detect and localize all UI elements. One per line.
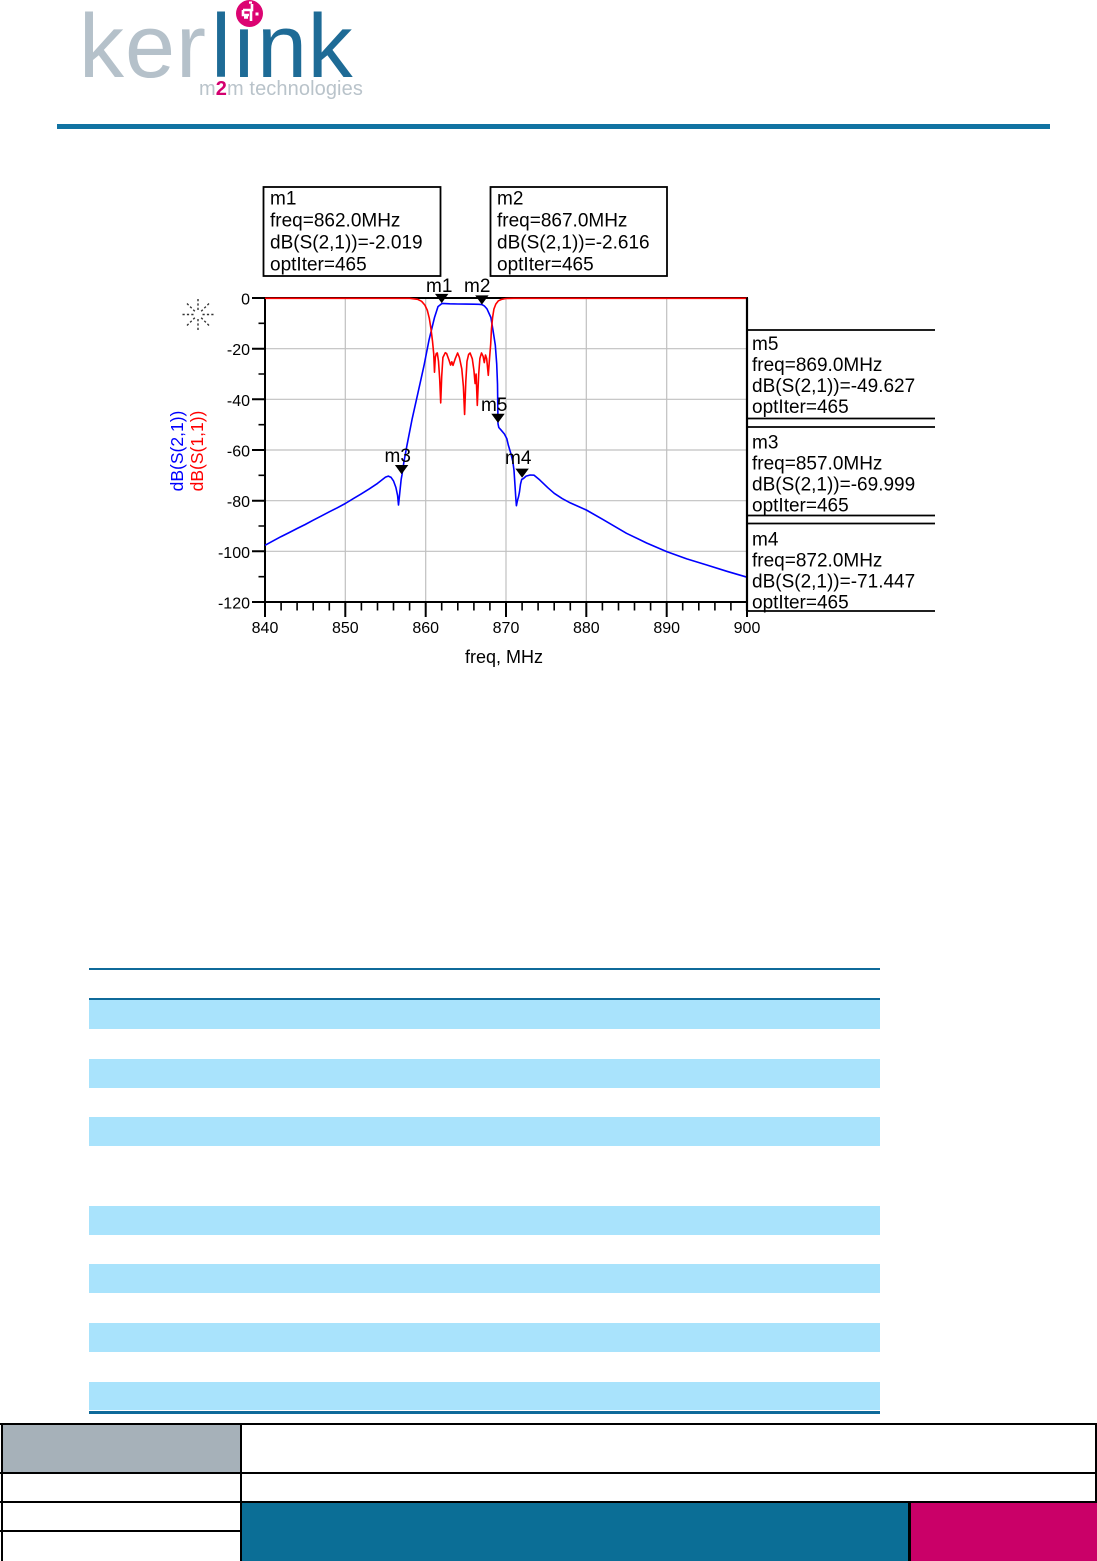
svg-text:dB(S(2,1)): dB(S(2,1)) — [167, 411, 187, 492]
svg-text:optIter=465: optIter=465 — [752, 496, 849, 517]
svg-text:m4: m4 — [505, 448, 532, 469]
svg-text:optIter=465: optIter=465 — [752, 397, 849, 418]
svg-text:dB(S(2,1))=-71.447: dB(S(2,1))=-71.447 — [752, 572, 915, 593]
svg-text:m1: m1 — [270, 188, 296, 209]
svg-text:-80: -80 — [227, 494, 250, 511]
svg-text:-100: -100 — [218, 545, 250, 562]
svg-text:dB(S(2,1))=-2.019: dB(S(2,1))=-2.019 — [270, 232, 423, 253]
svg-text:890: 890 — [653, 620, 680, 637]
svg-text:freq, MHz: freq, MHz — [465, 647, 543, 667]
svg-text:optIter=465: optIter=465 — [752, 593, 849, 614]
svg-text:m3: m3 — [752, 433, 778, 454]
svg-text:dB(S(2,1))=-69.999: dB(S(2,1))=-69.999 — [752, 475, 915, 496]
svg-text:870: 870 — [493, 620, 520, 637]
svg-text:880: 880 — [573, 620, 600, 637]
svg-text:freq=857.0MHz: freq=857.0MHz — [752, 454, 882, 475]
svg-text:optIter=465: optIter=465 — [270, 254, 367, 275]
svg-text:optIter=465: optIter=465 — [497, 254, 594, 275]
svg-text:860: 860 — [412, 620, 439, 637]
svg-text:m2: m2 — [497, 188, 523, 209]
svg-text:-120: -120 — [218, 596, 250, 613]
svg-text:freq=862.0MHz: freq=862.0MHz — [270, 211, 400, 232]
svg-text:m1: m1 — [426, 276, 452, 297]
svg-text:freq=867.0MHz: freq=867.0MHz — [497, 211, 627, 232]
svg-text:dB(S(2,1))=-49.627: dB(S(2,1))=-49.627 — [752, 376, 915, 397]
svg-text:freq=872.0MHz: freq=872.0MHz — [752, 551, 882, 572]
svg-text:-60: -60 — [227, 444, 250, 461]
svg-text:840: 840 — [252, 620, 279, 637]
svg-text:m3: m3 — [385, 446, 411, 467]
svg-text:m4: m4 — [752, 530, 779, 551]
svg-text:900: 900 — [734, 620, 761, 637]
svg-text:0: 0 — [241, 292, 250, 309]
svg-text:m2: m2 — [464, 276, 490, 297]
svg-text:m5: m5 — [481, 395, 507, 416]
svg-text:m5: m5 — [752, 334, 778, 355]
svg-text:freq=869.0MHz: freq=869.0MHz — [752, 355, 882, 376]
svg-text:-40: -40 — [227, 393, 250, 410]
svg-text:dB(S(2,1))=-2.616: dB(S(2,1))=-2.616 — [497, 232, 650, 253]
svg-text:dB(S(1,1)): dB(S(1,1)) — [187, 411, 207, 492]
svg-text:850: 850 — [332, 620, 359, 637]
svg-text:-20: -20 — [227, 342, 250, 359]
